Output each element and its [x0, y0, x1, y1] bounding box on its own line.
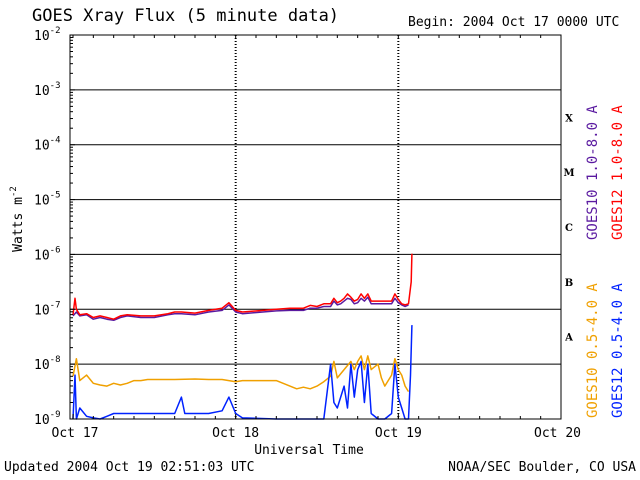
credit-label: NOAA/SEC Boulder, CO USA: [448, 460, 636, 475]
flare-class-label: B: [565, 278, 573, 289]
y-tick-label: 10-2: [34, 26, 61, 44]
y-tick-label: 10-4: [34, 136, 61, 154]
flare-class-label: M: [563, 168, 574, 179]
series-layer: [72, 253, 413, 420]
legend: GOES10 1.0-8.0 A GOES12 1.0-8.0 A GOES10 0…: [585, 105, 626, 418]
y-tick-label: 10-3: [34, 81, 61, 99]
flare-class-label: A: [564, 333, 573, 344]
series-line: [72, 324, 413, 420]
legend-entry: GOES12 1.0-8.0 A: [610, 105, 626, 240]
y-tick-label: 10-9: [34, 410, 61, 428]
chart-title: GOES Xray Flux (5 minute data): [32, 6, 340, 26]
series-line: [72, 253, 413, 320]
y-tick-label: 10-5: [34, 191, 61, 209]
begin-time-label: Begin: 2004 Oct 17 0000 UTC: [408, 15, 620, 30]
series-line: [72, 296, 409, 322]
axis-layer: 10-9 10-8 10-7 10-6 10-5 10-4 10-3 10-2 Oct 17 Oc…: [34, 26, 581, 441]
series-line: [72, 355, 410, 392]
legend-entry: GOES12 0.5-4.0 A: [610, 283, 626, 418]
x-tick-label: Oct 18: [212, 426, 259, 441]
x-axis-label: Universal Time: [254, 443, 364, 458]
y-tick-label: 10-7: [34, 300, 61, 318]
y-axis-label: Watts m-2: [9, 186, 26, 252]
grid-layer: [70, 35, 561, 419]
flare-class-label: X: [565, 113, 573, 124]
x-tick-label: Oct 17: [52, 426, 99, 441]
y-tick-label: 10-6: [34, 245, 61, 263]
updated-timestamp: Updated 2004 Oct 19 02:51:03 UTC: [4, 460, 255, 475]
legend-entry: GOES10 0.5-4.0 A: [585, 283, 601, 418]
plot-frame: [69, 34, 562, 420]
x-tick-label: Oct 20: [534, 426, 581, 441]
x-tick-label: Oct 19: [375, 426, 422, 441]
y-tick-label: 10-8: [34, 355, 61, 373]
legend-entry: GOES10 1.0-8.0 A: [585, 105, 601, 240]
flare-class-label: C: [565, 223, 573, 234]
